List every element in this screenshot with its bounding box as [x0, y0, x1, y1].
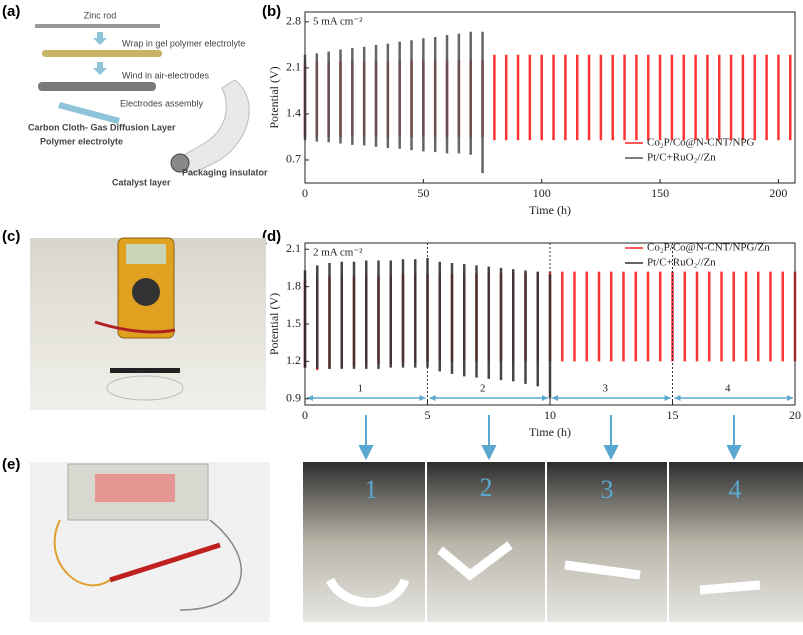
arrow-head — [674, 395, 681, 401]
cable — [174, 79, 250, 176]
y-tick-label: 2.1 — [286, 60, 301, 74]
photo — [669, 462, 803, 622]
y-tick-label: 1.4 — [286, 106, 301, 120]
legend-label: Co₂P/Co@N-CNT/NPG/Zn — [647, 242, 770, 254]
panel-label: (e) — [2, 456, 20, 473]
photo — [303, 462, 425, 622]
layer-label: Carbon Cloth- Gas Diffusion Layer — [28, 122, 176, 132]
plot-frame — [304, 11, 796, 184]
photo-multimeter — [30, 237, 266, 410]
battery — [325, 577, 410, 607]
arrow-head — [481, 445, 497, 461]
wire — [179, 519, 242, 611]
arrow-head — [726, 445, 742, 461]
x-tick-label: 150 — [651, 186, 669, 200]
dish — [106, 375, 184, 401]
x-tick-label: 200 — [769, 186, 787, 200]
y-tick-label: 2.8 — [286, 14, 301, 28]
chart: 0 50 100 150 200 0.7 1.4 2.1 2.8 Time (h) Potentia… — [267, 11, 796, 217]
segment-label: 2 — [480, 383, 486, 395]
display — [126, 244, 166, 264]
pointer-arrows — [358, 415, 742, 461]
photo — [427, 462, 545, 622]
photo — [547, 462, 667, 622]
annotation: 2 mA cm⁻² — [313, 247, 363, 259]
segment-label: 3 — [603, 383, 609, 395]
photo-number: 2 — [480, 473, 493, 502]
y-axis-label: Potential (V) — [267, 293, 281, 355]
segment-label: 4 — [725, 383, 731, 395]
segment-label: 1 — [358, 383, 364, 395]
legend-label: Co₂P/Co@N-CNT/NPG — [647, 137, 755, 149]
layer-label: Packaging insulator — [182, 167, 268, 177]
wire — [94, 320, 176, 334]
arrow-head — [358, 445, 374, 461]
arrow-head — [307, 395, 313, 401]
arrow — [93, 62, 107, 75]
arrow — [58, 102, 120, 124]
step-label: Electrodes assembly — [120, 98, 204, 108]
x-tick-label: 15 — [667, 408, 679, 422]
layer-label: Catalyst layer — [112, 177, 171, 187]
legend-label: Pt/C+RuO₂//Zn — [647, 152, 716, 164]
arrow-head — [603, 445, 619, 461]
step-label: Wrap in gel polymer electrolyte — [122, 38, 245, 48]
wire — [53, 519, 111, 587]
zinc-rod — [35, 24, 160, 28]
arrow-head — [419, 395, 426, 401]
arrow-head — [429, 395, 436, 401]
schematic: Zinc rod Wrap in gel polymer electrolyte… — [28, 10, 268, 187]
x-tick-label: 10 — [544, 408, 556, 422]
x-tick-label: 5 — [425, 408, 431, 422]
x-tick-label: 20 — [789, 408, 801, 422]
panel-label: (b) — [262, 3, 281, 20]
y-tick-label: 0.7 — [286, 152, 301, 166]
wrapped-rod — [42, 50, 162, 57]
photo-led — [30, 462, 270, 622]
x-axis-label: Time (h) — [529, 203, 571, 217]
x-tick-label: 100 — [533, 186, 551, 200]
x-tick-label: 50 — [417, 186, 429, 200]
photo-strip: 1 2 3 4 — [303, 462, 803, 622]
y-axis-label: Potential (V) — [267, 66, 281, 128]
x-tick-label: 0 — [302, 408, 308, 422]
step-label: Zinc rod — [84, 10, 117, 20]
arrow-head — [552, 395, 558, 401]
legend-label: Pt/C+RuO₂//Zn — [647, 257, 716, 269]
y-tick-label: 2.1 — [286, 241, 301, 255]
x-axis-label: Time (h) — [529, 425, 571, 439]
panel-label: (c) — [2, 228, 20, 245]
y-tick-label: 1.2 — [286, 353, 301, 367]
step-label: Wind in air-electrodes — [122, 70, 210, 80]
photo-number: 4 — [729, 475, 742, 504]
photo-number: 1 — [365, 475, 378, 504]
y-tick-label: 1.5 — [286, 316, 301, 330]
panel-label: (a) — [2, 3, 20, 20]
cable-end — [170, 153, 190, 173]
y-tick-label: 1.8 — [286, 278, 301, 292]
battery — [699, 580, 761, 595]
layer-label: Polymer electrolyte — [40, 136, 123, 146]
wound-rod — [38, 82, 156, 91]
battery — [109, 542, 221, 583]
dial — [132, 278, 160, 306]
arrow-head — [787, 395, 793, 401]
annotation: 5 mA cm⁻² — [313, 16, 363, 28]
arrow — [93, 32, 107, 45]
photo-number: 3 — [601, 475, 614, 504]
battery — [110, 368, 180, 373]
battery — [564, 560, 641, 580]
chart: 1 2 3 4 0 5 10 15 20 0.9 1.2 1.5 1.8 2.1 Time (h) Poten… — [267, 241, 801, 439]
y-tick-label: 0.9 — [286, 391, 301, 405]
led-display — [95, 474, 175, 502]
x-tick-label: 0 — [302, 186, 308, 200]
panel-label: (d) — [262, 228, 281, 245]
battery — [437, 541, 513, 581]
arrow-head — [664, 395, 671, 401]
arrow-head — [542, 395, 548, 401]
